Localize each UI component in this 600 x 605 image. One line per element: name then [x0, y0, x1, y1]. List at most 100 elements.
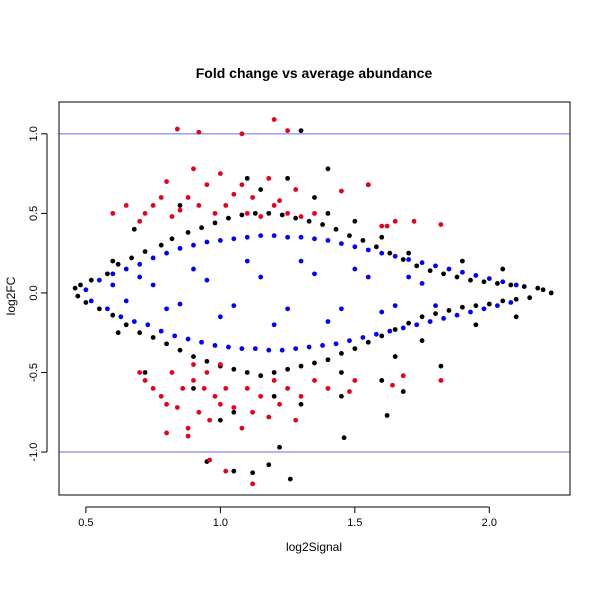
data-point [338, 350, 344, 356]
data-point [373, 244, 379, 250]
data-point [150, 282, 156, 288]
data-point [285, 175, 291, 181]
data-point [204, 239, 210, 245]
data-point [145, 322, 151, 328]
data-point [142, 210, 148, 216]
data-point [78, 282, 83, 288]
data-point [527, 295, 533, 301]
x-tick-label: 2.0 [482, 517, 497, 529]
data-point [271, 370, 277, 375]
data-point [411, 218, 417, 224]
data-point [293, 346, 299, 352]
data-point [158, 242, 164, 248]
data-point [438, 363, 444, 369]
data-point [419, 314, 425, 320]
data-point [400, 373, 406, 379]
data-point [191, 378, 196, 383]
x-tick-label: 1.5 [347, 517, 362, 529]
data-point [250, 470, 256, 476]
data-point [535, 285, 541, 291]
data-point [320, 222, 325, 227]
data-point [293, 187, 299, 192]
data-point [540, 287, 546, 293]
data-point [277, 444, 282, 450]
data-point [123, 203, 129, 208]
data-point [513, 314, 519, 320]
data-point [258, 214, 264, 219]
data-point [105, 271, 110, 277]
data-point [481, 279, 487, 285]
data-point [271, 393, 277, 399]
data-point [312, 195, 317, 200]
data-point [352, 378, 358, 383]
data-point [142, 378, 148, 383]
data-point [271, 378, 277, 383]
data-point [494, 280, 500, 286]
data-point [204, 370, 210, 375]
data-point [392, 218, 398, 224]
data-point [191, 362, 196, 367]
data-point [123, 298, 129, 304]
data-point [468, 309, 473, 315]
data-point [473, 322, 479, 328]
data-point [312, 210, 317, 216]
data-point [110, 282, 116, 288]
data-point [244, 258, 250, 264]
data-point [239, 182, 245, 188]
data-point [387, 250, 393, 256]
data-point [129, 255, 135, 261]
data-point [352, 266, 358, 272]
data-point [494, 303, 500, 309]
data-point [164, 430, 169, 436]
data-point [365, 247, 371, 253]
data-point [360, 335, 366, 340]
data-point [338, 393, 344, 399]
data-point [338, 306, 344, 312]
data-point [454, 312, 460, 318]
data-point [172, 333, 178, 339]
data-point [285, 210, 291, 216]
data-point [177, 203, 183, 208]
data-point [293, 417, 299, 423]
data-point [239, 425, 245, 431]
data-point [137, 370, 143, 375]
data-point [185, 433, 191, 439]
data-point [123, 266, 129, 272]
data-point [414, 263, 420, 269]
data-point [223, 468, 229, 474]
data-point [231, 468, 237, 474]
data-point [118, 314, 124, 320]
data-point [231, 303, 237, 309]
data-point [258, 373, 264, 379]
data-point [333, 226, 339, 232]
data-point [266, 462, 272, 468]
data-point [406, 257, 412, 262]
data-point [115, 261, 121, 267]
data-point [347, 338, 352, 344]
data-point [454, 274, 460, 280]
data-point [96, 277, 102, 283]
data-point [207, 417, 213, 423]
data-point [199, 339, 204, 345]
data-point [110, 210, 116, 216]
data-point [379, 223, 385, 229]
data-point [244, 385, 250, 391]
data-point [392, 253, 398, 259]
data-point [285, 306, 291, 312]
data-point [217, 362, 223, 367]
data-point [481, 306, 487, 312]
data-point [169, 370, 175, 375]
data-point [142, 249, 148, 254]
data-point [433, 303, 438, 309]
data-point [191, 354, 196, 359]
data-point [217, 238, 223, 243]
data-point [212, 393, 218, 399]
data-point [185, 195, 191, 200]
data-point [298, 234, 304, 240]
data-point [226, 215, 231, 221]
data-point [191, 266, 196, 272]
data-point [293, 215, 299, 221]
y-axis-label: log2FC [4, 276, 18, 315]
data-point [347, 389, 352, 394]
